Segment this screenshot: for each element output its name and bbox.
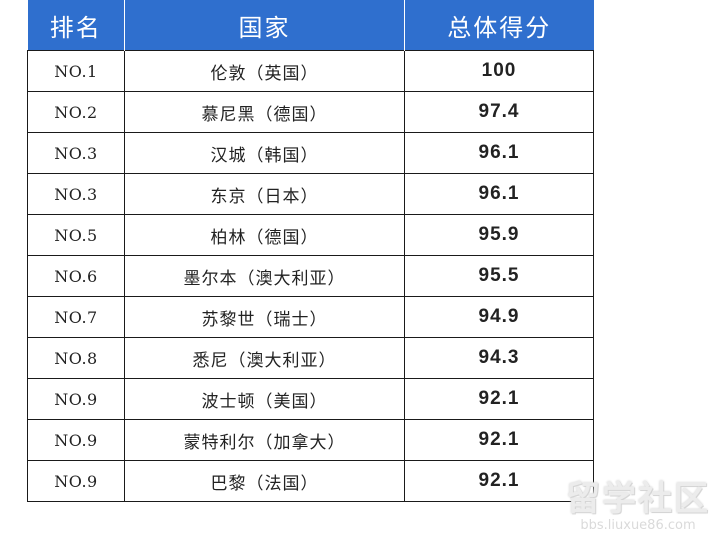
score-cell: 95.9 xyxy=(404,214,594,256)
city-cell: 慕尼黑（德国） xyxy=(124,91,405,133)
score-cell: 97.4 xyxy=(404,91,594,133)
city-cell: 苏黎世（瑞士） xyxy=(124,296,405,338)
city-cell: 汉城（韩国） xyxy=(124,132,405,174)
header-score: 总体得分 xyxy=(404,0,594,51)
table-row: NO.6 墨尔本（澳大利亚） 95.5 xyxy=(27,255,594,297)
score-cell: 92.1 xyxy=(404,419,594,461)
score-cell: 96.1 xyxy=(404,132,594,174)
rank-cell: NO.2 xyxy=(27,91,125,133)
table-row: NO.7 苏黎世（瑞士） 94.9 xyxy=(27,296,594,338)
city-cell: 伦敦（英国） xyxy=(124,50,405,92)
table-row: NO.8 悉尼（澳大利亚） 94.3 xyxy=(27,337,594,379)
table-body: NO.1 伦敦（英国） 100 NO.2 慕尼黑（德国） 97.4 NO.3 汉… xyxy=(27,50,594,502)
rank-cell: NO.8 xyxy=(27,337,125,379)
table-row: NO.5 柏林（德国） 95.9 xyxy=(27,214,594,256)
rank-cell: NO.9 xyxy=(27,378,125,420)
city-cell: 墨尔本（澳大利亚） xyxy=(124,255,405,297)
header-row: 排名 国家 总体得分 xyxy=(27,0,594,51)
score-cell: 92.1 xyxy=(404,460,594,502)
table-row: NO.9 巴黎（法国） 92.1 xyxy=(27,460,594,502)
score-cell: 95.5 xyxy=(404,255,594,297)
rank-cell: NO.9 xyxy=(27,419,125,461)
rank-cell: NO.9 xyxy=(27,460,125,502)
city-cell: 悉尼（澳大利亚） xyxy=(124,337,405,379)
city-cell: 柏林（德国） xyxy=(124,214,405,256)
table-row: NO.2 慕尼黑（德国） 97.4 xyxy=(27,91,594,133)
city-cell: 东京（日本） xyxy=(124,173,405,215)
score-cell: 96.1 xyxy=(404,173,594,215)
table-row: NO.3 汉城（韩国） 96.1 xyxy=(27,132,594,174)
score-cell: 94.9 xyxy=(404,296,594,338)
watermark-url: bbs.liuxue86.com xyxy=(580,518,696,533)
rank-cell: NO.7 xyxy=(27,296,125,338)
city-cell: 巴黎（法国） xyxy=(124,460,405,502)
score-cell: 100 xyxy=(404,50,594,92)
header-rank: 排名 xyxy=(27,0,125,51)
city-cell: 蒙特利尔（加拿大） xyxy=(124,419,405,461)
table-row: NO.3 东京（日本） 96.1 xyxy=(27,173,594,215)
score-cell: 94.3 xyxy=(404,337,594,379)
table-header: 排名 国家 总体得分 xyxy=(27,0,594,51)
score-cell: 92.1 xyxy=(404,378,594,420)
table-row: NO.9 蒙特利尔（加拿大） 92.1 xyxy=(27,419,594,461)
header-country: 国家 xyxy=(124,0,405,51)
city-cell: 波士顿（美国） xyxy=(124,378,405,420)
table-row: NO.1 伦敦（英国） 100 xyxy=(27,50,594,92)
rank-cell: NO.3 xyxy=(27,173,125,215)
ranking-table: 排名 国家 总体得分 NO.1 伦敦（英国） 100 NO.2 慕尼黑（德国） … xyxy=(27,0,594,502)
rank-cell: NO.5 xyxy=(27,214,125,256)
rank-cell: NO.3 xyxy=(27,132,125,174)
rank-cell: NO.6 xyxy=(27,255,125,297)
table-row: NO.9 波士顿（美国） 92.1 xyxy=(27,378,594,420)
rank-cell: NO.1 xyxy=(27,50,125,92)
